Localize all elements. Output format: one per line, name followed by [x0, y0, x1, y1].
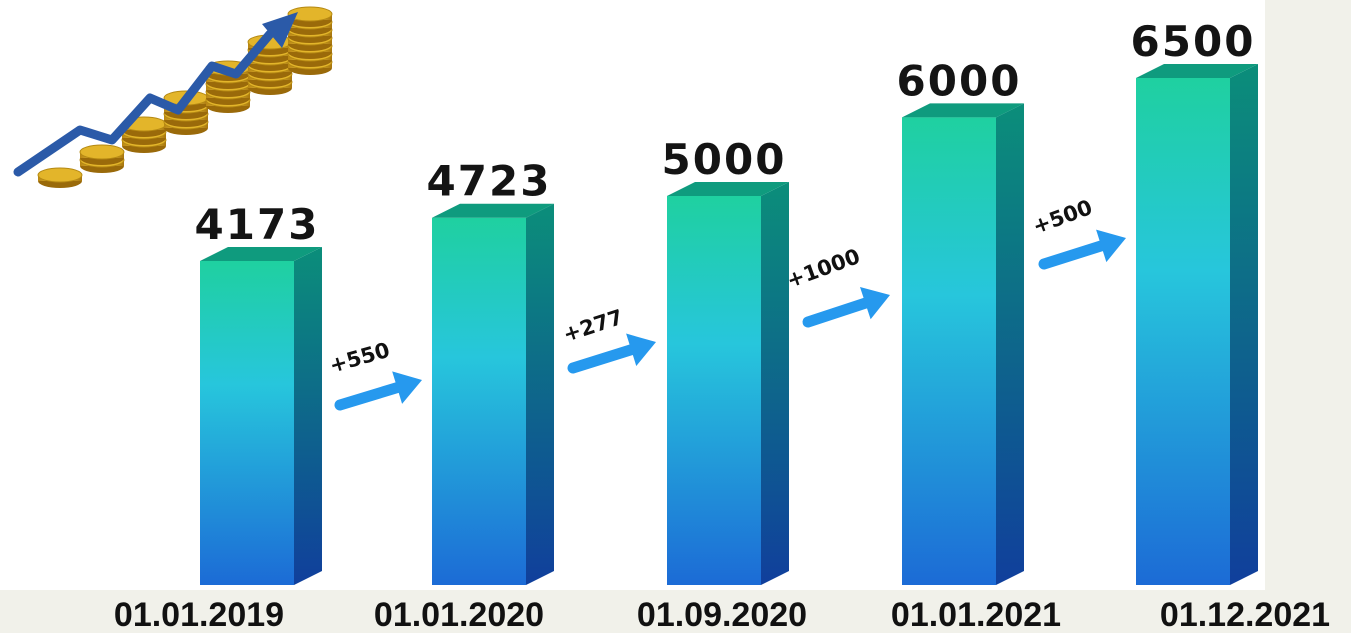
- bar-side: [996, 103, 1024, 585]
- increment-3: +1000: [784, 244, 890, 328]
- bar-5: [1136, 64, 1258, 585]
- bar-side: [526, 203, 554, 585]
- arrow-head-icon: [626, 333, 656, 366]
- bar-side: [1230, 64, 1258, 585]
- bar-front: [432, 217, 526, 585]
- bars: [200, 64, 1258, 585]
- bar-side: [294, 247, 322, 585]
- increment-2: +277: [560, 305, 656, 374]
- bar-4: [902, 103, 1024, 585]
- arrow-head-icon: [859, 286, 890, 320]
- value-label: 4723: [427, 157, 552, 206]
- bar-1: [200, 247, 322, 585]
- value-label: 6000: [897, 56, 1022, 105]
- increment-label: +277: [560, 305, 626, 347]
- growth-coins-icon: [13, 6, 333, 188]
- increment-4: +500: [1030, 195, 1126, 270]
- bar-3: [667, 181, 789, 585]
- date-label: 01.12.2021: [1160, 596, 1330, 633]
- arrow-head-icon: [1096, 229, 1126, 263]
- arrow-icon: [334, 382, 403, 411]
- bar-top: [667, 181, 789, 196]
- bar-top: [432, 203, 554, 218]
- date-label: 01.01.2020: [374, 596, 544, 633]
- bar-2: [432, 203, 554, 585]
- date-label: 01.01.2021: [891, 596, 1061, 633]
- date-label: 01.01.2019: [114, 596, 284, 633]
- bar-side: [761, 181, 789, 585]
- bar-top: [902, 103, 1024, 118]
- increment-label: +1000: [784, 244, 864, 293]
- bar-front: [1136, 78, 1230, 585]
- date-label: 01.09.2020: [637, 596, 807, 633]
- value-label: 6500: [1131, 17, 1256, 66]
- bar-front: [902, 117, 996, 585]
- bar-top: [200, 247, 322, 261]
- value-label: 5000: [662, 135, 787, 184]
- increment-label: +500: [1030, 195, 1096, 239]
- bar-top: [1136, 64, 1258, 78]
- bar-front: [200, 261, 294, 585]
- arrow-icon: [802, 297, 871, 328]
- bar-front: [667, 195, 761, 585]
- increment-1: +550: [327, 338, 422, 411]
- arrow-icon: [567, 344, 637, 374]
- labels: 4173 01.01.2019 4723 01.01.2020 5000 01.09.20…: [114, 17, 1330, 633]
- value-label: 4173: [195, 200, 320, 249]
- arrow-head-icon: [392, 371, 422, 404]
- increment-label: +550: [327, 338, 393, 378]
- arrow-icon: [1038, 240, 1107, 270]
